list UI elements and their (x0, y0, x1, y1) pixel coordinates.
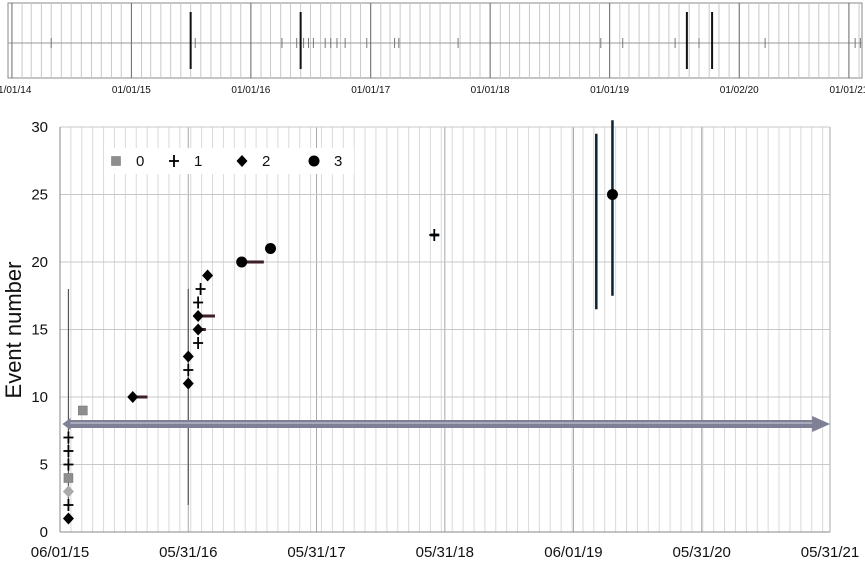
data-point-series-0 (63, 473, 74, 483)
data-point-series-2 (202, 269, 214, 282)
timeline-frame (7, 2, 863, 79)
duration-arrow (62, 416, 831, 432)
data-points (62, 189, 618, 525)
legend-marker-1 (169, 155, 179, 167)
event-scatter-chart: 06/01/15 05/31/16 05/31/17 05/31/18 06/01/19… (1, 119, 859, 561)
timeline-tick-label: 01/01/16 (231, 85, 270, 96)
data-point-series-1 (193, 296, 204, 309)
legend: 0 1 2 3 (104, 148, 354, 174)
legend-marker-0 (111, 156, 121, 166)
horizontal-range-lines (132, 233, 440, 399)
data-point-series-1 (195, 283, 206, 295)
data-point-series-2 (62, 512, 74, 525)
y-tick-label: 10 (31, 389, 48, 406)
y-tick-label: 0 (40, 524, 48, 541)
data-point-series-2 (62, 485, 74, 498)
timeline-chart: 01/01/14 01/01/15 01/01/16 01/01/17 01/01/18… (0, 2, 865, 96)
data-point-series-2 (192, 310, 204, 322)
x-tick-label: 05/31/16 (159, 544, 217, 561)
x-tick-label: 06/01/15 (31, 544, 89, 561)
y-tick-label: 20 (31, 254, 48, 271)
timeline-gridlines (7, 2, 863, 79)
data-point-series-2 (182, 350, 194, 363)
y-tick-label: 5 (40, 457, 48, 474)
timeline-tick-label: 01/01/17 (351, 85, 390, 96)
data-point-series-1 (429, 229, 440, 241)
plot-axes: 06/01/15 05/31/16 05/31/17 05/31/18 06/01/19… (31, 119, 859, 561)
timeline-tick-label: 01/01/19 (590, 85, 629, 96)
y-axis-label: Event number (1, 262, 26, 399)
data-point-series-0 (78, 405, 88, 416)
x-tick-label: 05/31/18 (416, 544, 474, 561)
x-tick-label: 05/31/17 (287, 544, 345, 561)
arrow-head (812, 416, 831, 432)
x-tick-label: 05/31/21 (801, 544, 859, 561)
data-point-series-1 (63, 431, 74, 444)
data-point-series-3 (606, 189, 618, 200)
data-point-series-3 (236, 256, 248, 268)
timeline-tick-labels: 01/01/14 01/01/15 01/01/16 01/01/17 01/01/18… (0, 85, 865, 96)
data-point-series-2 (127, 391, 139, 403)
timeline-tick-label: 01/01/14 (0, 85, 32, 96)
data-point-series-3 (265, 243, 277, 254)
x-tick-label: 05/31/20 (673, 544, 731, 561)
data-point-series-1 (193, 337, 204, 349)
legend-label: 0 (136, 153, 144, 170)
legend-label: 1 (194, 153, 202, 170)
timeline-events (50, 12, 861, 69)
y-tick-label: 15 (31, 322, 48, 339)
data-point-series-1 (63, 445, 74, 457)
data-point-series-1 (63, 458, 74, 471)
x-tick-label: 06/01/19 (544, 544, 602, 561)
data-point-series-1 (183, 364, 194, 376)
legend-marker-3 (308, 155, 320, 167)
data-point-series-2 (192, 323, 204, 336)
y-tick-label: 30 (31, 119, 48, 136)
vertical-range-lines (67, 120, 614, 505)
timeline-tick-label: 01/01/15 (112, 85, 151, 96)
plot-gridlines (59, 126, 831, 533)
data-point-series-1 (63, 499, 74, 511)
legend-marker-2 (236, 155, 248, 167)
data-point-series-2 (182, 377, 194, 390)
timeline-tick-label: 01/01/21 (829, 85, 865, 96)
y-tick-label: 25 (31, 187, 48, 204)
legend-label: 2 (262, 153, 270, 170)
arrow-tail (62, 418, 71, 430)
timeline-tick-label: 01/02/20 (720, 85, 759, 96)
timeline-tick-label: 01/01/18 (471, 85, 510, 96)
legend-label: 3 (334, 153, 342, 170)
